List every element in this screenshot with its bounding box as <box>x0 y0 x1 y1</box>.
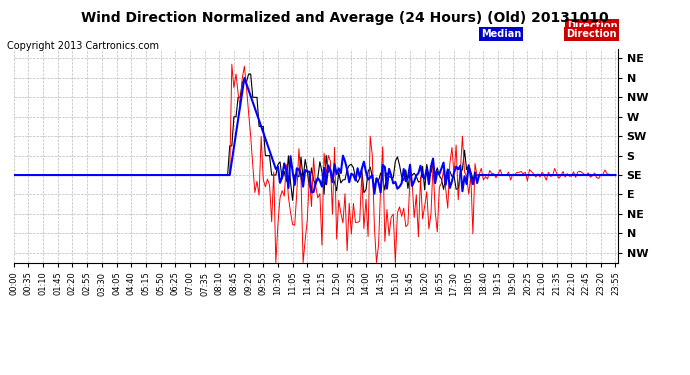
Text: Median: Median <box>578 21 618 31</box>
Text: Direction: Direction <box>567 21 618 31</box>
Text: Wind Direction Normalized and Average (24 Hours) (Old) 20131010: Wind Direction Normalized and Average (2… <box>81 11 609 25</box>
Text: Copyright 2013 Cartronics.com: Copyright 2013 Cartronics.com <box>7 41 159 51</box>
Text: Direction: Direction <box>566 29 617 39</box>
Text: Median: Median <box>481 29 521 39</box>
